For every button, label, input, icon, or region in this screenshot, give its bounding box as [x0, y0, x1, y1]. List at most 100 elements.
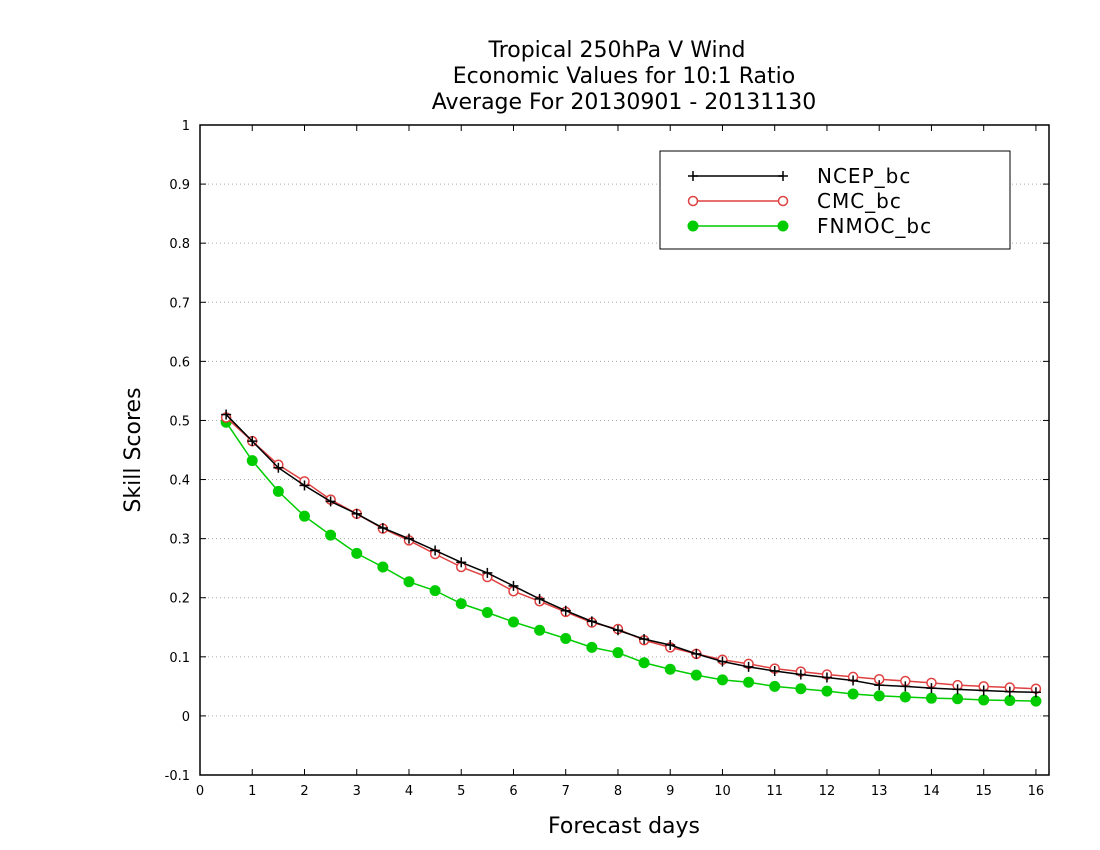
data-point-ncep-bc [377, 523, 388, 533]
y-tick-label: 0.4 [169, 474, 190, 489]
y-tick-label: 0.5 [169, 414, 190, 429]
data-point-fnmoc-bc [847, 688, 859, 700]
data-point-fnmoc-bc [298, 510, 310, 522]
x-tick-label: 12 [819, 784, 836, 799]
data-point-ncep-bc [221, 409, 232, 420]
title-line-1: Tropical 250hPa V Wind [487, 38, 745, 63]
data-point-ncep-bc [403, 533, 414, 544]
legend-label: FNMOC_bc [817, 214, 932, 238]
data-point-fnmoc-bc [507, 616, 519, 628]
y-tick-label: 0.3 [169, 533, 190, 548]
data-point-ncep-bc [926, 683, 937, 694]
data-point-fnmoc-bc [952, 693, 964, 705]
data-point-fnmoc-bc [325, 529, 337, 541]
x-tick-labels: 0 1 2 3 4 5 6 7 8 9 10 11 12 13 14 15 16 [196, 784, 1044, 799]
data-point-fnmoc-bc [638, 657, 650, 669]
data-point-fnmoc-bc [743, 676, 755, 688]
data-point-ncep-bc [874, 680, 885, 691]
data-point-fnmoc-bc [481, 607, 493, 618]
y-tick-label: 0.1 [169, 651, 190, 666]
data-point-fnmoc-bc [978, 694, 990, 706]
data-point-ncep-bc [717, 656, 728, 667]
y-tick-label: -0.1 [165, 769, 190, 784]
data-point-fnmoc-bc [429, 585, 441, 597]
grid-lines [200, 183, 1049, 717]
x-tick-label: 8 [614, 784, 622, 799]
series-fnmoc-bc [220, 416, 1042, 707]
data-point-fnmoc-bc [1030, 695, 1042, 707]
data-point-fnmoc-bc [377, 561, 389, 573]
data-point-ncep-bc [978, 685, 989, 696]
data-point-ncep-bc [743, 661, 754, 672]
data-point-ncep-bc [482, 567, 493, 578]
legend-label: CMC_bc [817, 189, 902, 213]
x-tick-label: 7 [562, 784, 570, 799]
data-point-fnmoc-bc [351, 547, 363, 559]
data-point-fnmoc-bc [899, 691, 911, 703]
chart-title: Tropical 250hPa V Wind Economic Values f… [432, 38, 817, 115]
legend-marker-end [777, 195, 789, 207]
legend-item-cmc-bc: CMC_bc [687, 189, 902, 213]
x-tick-label: 2 [300, 784, 308, 799]
x-tick-label: 5 [457, 784, 465, 799]
data-point-fnmoc-bc [925, 692, 937, 704]
x-axis-title: Forecast days [548, 814, 700, 839]
data-point-fnmoc-bc [873, 690, 885, 702]
data-point-ncep-bc [795, 669, 806, 680]
data-point-ncep-bc [508, 580, 519, 591]
data-point-ncep-bc [665, 640, 676, 650]
axes [199, 124, 1050, 776]
legend-marker-end [777, 220, 789, 232]
data-point-fnmoc-bc [795, 683, 807, 695]
legend-box [659, 150, 1011, 250]
x-tick-label: 15 [975, 784, 992, 799]
x-tick-label: 3 [353, 784, 361, 799]
series-line-fnmoc-bc [225, 421, 1036, 702]
data-point-ncep-bc [351, 508, 362, 519]
series-ncep-bc [221, 409, 1041, 698]
x-tick-label: 10 [714, 784, 731, 799]
legend-marker-start [687, 220, 699, 232]
x-tick-label: 11 [766, 784, 783, 799]
data-point-fnmoc-bc [534, 624, 546, 636]
data-point-ncep-bc [534, 593, 545, 604]
data-point-ncep-bc [952, 684, 963, 695]
legend-item-ncep-bc: NCEP_bc [688, 164, 911, 188]
data-point-fnmoc-bc [455, 598, 467, 610]
data-point-ncep-bc [325, 496, 336, 507]
legend-marker-start [687, 195, 699, 207]
data-point-ncep-bc [612, 625, 623, 636]
data-point-ncep-bc [1004, 686, 1015, 697]
data-point-ncep-bc [299, 480, 310, 491]
y-tick-label: 1 [182, 119, 190, 134]
data-point-ncep-bc [691, 648, 702, 659]
x-tick-label: 9 [666, 784, 674, 799]
data-point-ncep-bc [247, 436, 258, 447]
data-point-ncep-bc [586, 616, 597, 627]
y-tick-label: 0.9 [169, 178, 190, 193]
x-tick-label: 6 [509, 784, 517, 799]
data-point-ncep-bc [848, 675, 859, 686]
series-line-ncep-bc [225, 414, 1036, 694]
data-point-fnmoc-bc [403, 576, 415, 588]
series-area [220, 409, 1042, 707]
series-cmc-bc [220, 412, 1042, 694]
y-tick-label: 0.6 [169, 355, 190, 370]
series-line-cmc-bc [225, 416, 1036, 690]
data-point-fnmoc-bc [716, 674, 728, 686]
data-point-fnmoc-bc [769, 680, 781, 692]
data-point-ncep-bc [560, 605, 571, 616]
legend-item-fnmoc-bc: FNMOC_bc [687, 214, 932, 238]
legend-marker-end [778, 171, 788, 181]
data-point-ncep-bc [821, 672, 832, 683]
y-tick-label: 0.8 [169, 237, 190, 252]
legend-label: NCEP_bc [817, 164, 911, 188]
y-tick-labels: -0.1 0 0.1 0.2 0.3 0.4 0.5 0.6 0.7 0.8 0.9 1 [165, 119, 190, 784]
y-tick-label: 0.2 [169, 592, 190, 607]
data-point-fnmoc-bc [690, 669, 702, 681]
plot-frame [199, 124, 1050, 776]
legend-marker-start [688, 171, 698, 181]
y-tick-label: 0 [182, 710, 190, 725]
